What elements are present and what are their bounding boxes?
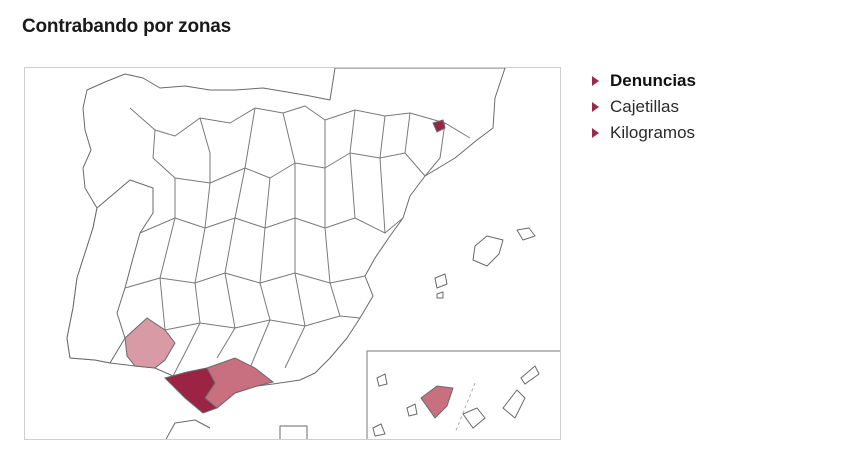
north-africa-coast bbox=[165, 419, 308, 439]
legend-label: Denuncias bbox=[610, 71, 696, 90]
triangle-right-icon bbox=[592, 102, 599, 112]
canary-islands-inset bbox=[366, 350, 560, 439]
province-huelva[interactable] bbox=[124, 317, 176, 369]
legend-label: Cajetillas bbox=[610, 97, 679, 116]
province-santa-cruz-de-tenerife[interactable] bbox=[420, 385, 454, 419]
legend-item-denuncias[interactable]: Denuncias bbox=[592, 68, 696, 94]
spain-province-map bbox=[24, 67, 561, 440]
legend-label: Kilogramos bbox=[610, 123, 696, 142]
balearic-islands bbox=[434, 227, 536, 299]
province-lines-south bbox=[124, 272, 361, 377]
page-title: Contrabando por zonas bbox=[22, 16, 232, 37]
province-lines-north bbox=[129, 105, 471, 184]
triangle-right-icon bbox=[592, 76, 599, 86]
province-lines-center bbox=[124, 152, 404, 289]
province-girona[interactable] bbox=[432, 119, 446, 133]
legend-item-cajetillas[interactable]: Cajetillas bbox=[592, 94, 696, 120]
legend-item-kilogramos[interactable]: Kilogramos bbox=[592, 120, 696, 146]
metric-selector: Denuncias Cajetillas Kilogramos bbox=[592, 68, 696, 146]
portugal-region bbox=[66, 179, 154, 364]
triangle-right-icon bbox=[592, 128, 599, 138]
province-malaga[interactable] bbox=[204, 357, 275, 409]
